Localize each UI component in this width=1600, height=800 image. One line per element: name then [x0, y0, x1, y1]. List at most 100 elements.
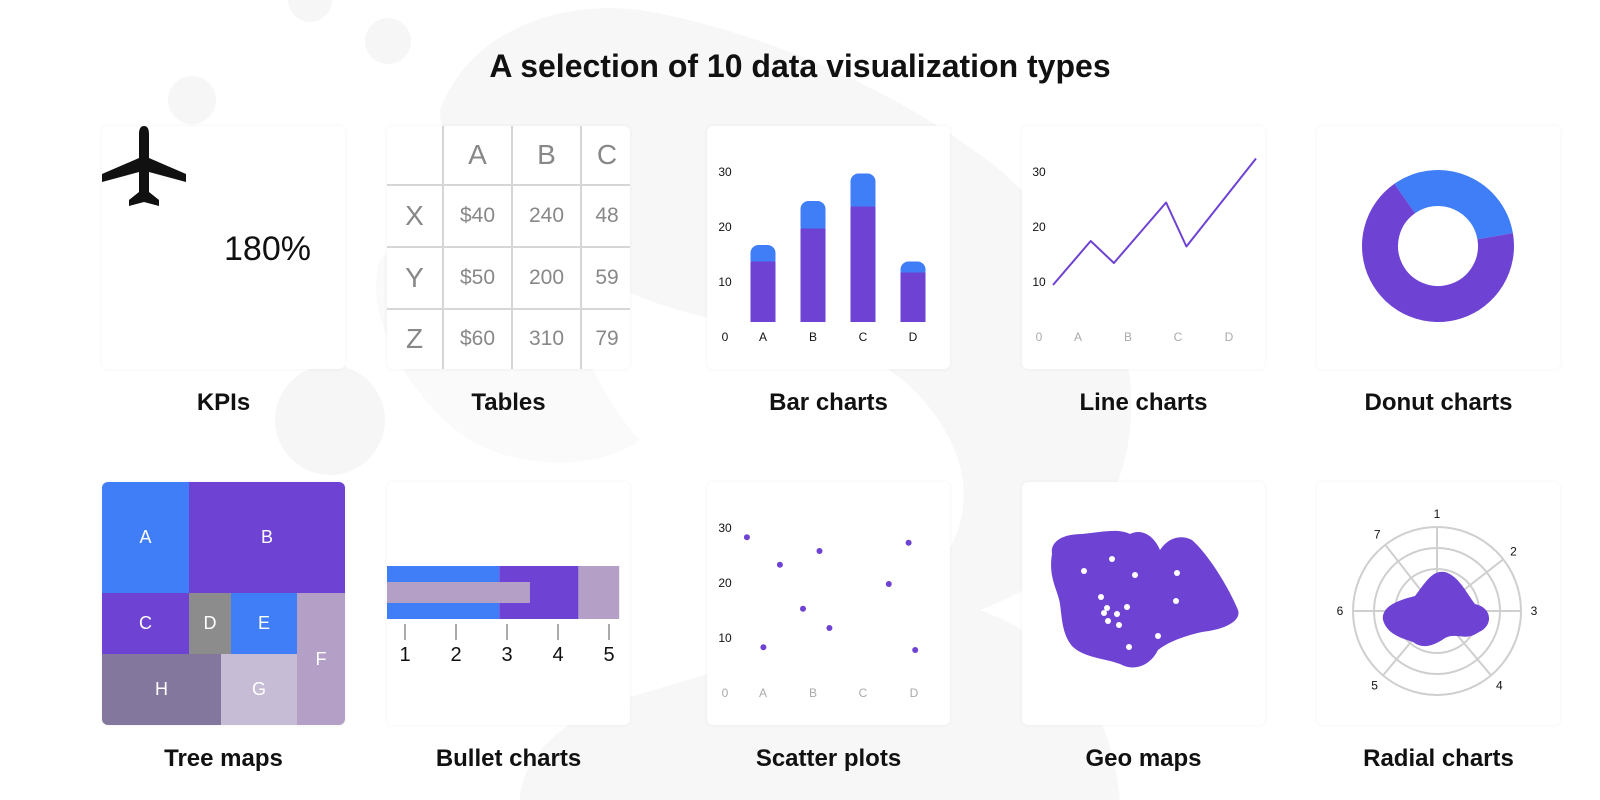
tree-map-cell: A — [102, 482, 189, 593]
scatter-point — [760, 644, 767, 651]
bullet-chart-card: 1 2 3 4 5 — [387, 482, 630, 725]
table-caption: Tables — [471, 389, 546, 416]
line-chart-card: 0 10 20 30 A B C D — [1022, 126, 1265, 369]
line-series — [1052, 157, 1257, 286]
table-card: A B C X $40 240 48 Y $50 200 59 Z $60 31… — [387, 126, 630, 369]
bullet-chart: 1 2 3 4 5 — [387, 566, 620, 666]
column-header: C — [580, 126, 630, 186]
geo-point — [1124, 604, 1130, 610]
y-tick-label: 0 — [722, 686, 729, 700]
x-tick-label: C — [859, 330, 868, 344]
scatter-plot-card: 0 10 20 30 A B C D — [707, 482, 950, 725]
tree-map-caption: Tree maps — [164, 745, 283, 772]
tree-map-label: E — [257, 613, 270, 633]
scatter-plot: 0 10 20 30 A B C D — [718, 521, 919, 700]
line-chart: 0 10 20 30 A B C D — [1032, 157, 1257, 344]
kpi-card: 180% — [102, 126, 345, 369]
radial-chart: 1 2 3 4 5 6 7 — [1337, 507, 1538, 696]
geo-point — [1173, 598, 1179, 604]
scatter-point — [905, 539, 912, 546]
table-cell: 59 — [580, 245, 630, 310]
donut-chart — [1362, 170, 1514, 322]
bar-segment-top — [800, 201, 826, 235]
geo-point — [1098, 594, 1104, 600]
bullet-range — [578, 566, 620, 619]
geo-map — [1051, 530, 1239, 668]
x-tick-label: B — [809, 686, 817, 700]
x-tick-label: A — [1074, 330, 1082, 344]
bar-segment-base — [800, 228, 826, 322]
row-header: Z — [387, 307, 444, 369]
tree-map-card: A B C D E F G H — [102, 482, 345, 725]
x-tick-label: D — [910, 686, 919, 700]
table-cell: 79 — [580, 307, 630, 369]
y-tick-label: 10 — [718, 275, 732, 289]
bullet-tick-label: 3 — [501, 644, 512, 666]
x-tick-label: D — [1225, 330, 1234, 344]
geo-point — [1155, 633, 1161, 639]
bar-chart-card: 0 10 20 30 A B C D — [707, 126, 950, 369]
data-table: A B C X $40 240 48 Y $50 200 59 Z $60 31… — [387, 126, 630, 369]
x-tick-label: A — [759, 686, 767, 700]
geo-point — [1104, 605, 1110, 611]
bar-segment-base — [750, 261, 776, 322]
table-row: Y $50 200 59 — [387, 245, 630, 310]
table-cell: $50 — [442, 245, 513, 310]
x-tick-label: B — [809, 330, 817, 344]
tree-map-label: G — [251, 679, 266, 699]
geo-point — [1126, 644, 1132, 650]
geo-point — [1105, 618, 1111, 624]
bullet-measure — [387, 582, 530, 603]
tree-map-label: C — [139, 613, 152, 633]
geo-point — [1174, 570, 1180, 576]
bullet-tick-label: 5 — [603, 644, 614, 666]
table-row: Z $60 310 79 — [387, 307, 630, 369]
donut-slice — [1362, 183, 1514, 322]
tree-map-cell: D — [189, 593, 231, 654]
y-tick-label: 10 — [718, 631, 732, 645]
table-cell: 240 — [511, 184, 582, 248]
scatter-point — [776, 561, 783, 568]
tree-map-label: D — [203, 613, 217, 633]
radial-area — [1382, 571, 1490, 647]
bullet-tick-label: 1 — [399, 644, 410, 666]
column-header: A — [442, 126, 513, 186]
scatter-point — [816, 548, 823, 554]
row-header: X — [387, 184, 444, 248]
table-cell: $60 — [442, 307, 513, 369]
scatter-point — [912, 647, 919, 653]
y-tick-label: 0 — [1036, 330, 1043, 344]
tree-map-cell: E — [231, 593, 297, 654]
y-tick-label: 30 — [718, 165, 732, 179]
bar-chart: 0 10 20 30 A B C D — [718, 165, 926, 344]
line-chart-caption: Line charts — [1079, 389, 1208, 416]
radial-chart-card: 1 2 3 4 5 6 7 — [1317, 482, 1560, 725]
radial-axis-label: 3 — [1531, 604, 1538, 618]
donut-chart-caption: Donut charts — [1364, 389, 1513, 416]
y-tick-label: 20 — [1032, 220, 1046, 234]
tree-map-label: H — [155, 679, 168, 699]
table-corner-cell — [387, 126, 444, 186]
bar-chart-caption: Bar charts — [769, 389, 888, 416]
bullet-tick-label: 2 — [450, 644, 461, 666]
table-row: X $40 240 48 — [387, 184, 630, 248]
page-title: A selection of 10 data visualization typ… — [489, 48, 1111, 84]
bar-segment-base — [850, 206, 876, 322]
bar-segment-top — [850, 173, 876, 213]
geo-point — [1109, 556, 1115, 562]
donut-slice — [1394, 170, 1513, 241]
scatter-point — [743, 534, 750, 541]
table-cell: 200 — [511, 245, 582, 310]
radial-axis-label: 7 — [1374, 528, 1381, 542]
row-header: Y — [387, 245, 444, 310]
x-tick-label: B — [1124, 330, 1132, 344]
geo-points — [1081, 556, 1180, 650]
table-cell: 48 — [580, 184, 630, 248]
geo-point — [1101, 610, 1107, 616]
bullet-chart-caption: Bullet charts — [435, 745, 582, 772]
radial-chart-caption: Radial charts — [1363, 745, 1514, 772]
y-tick-label: 30 — [1032, 165, 1046, 179]
geo-point — [1081, 568, 1087, 574]
kpi-caption: KPIs — [196, 389, 251, 416]
bullet-tick-label: 4 — [552, 644, 563, 666]
